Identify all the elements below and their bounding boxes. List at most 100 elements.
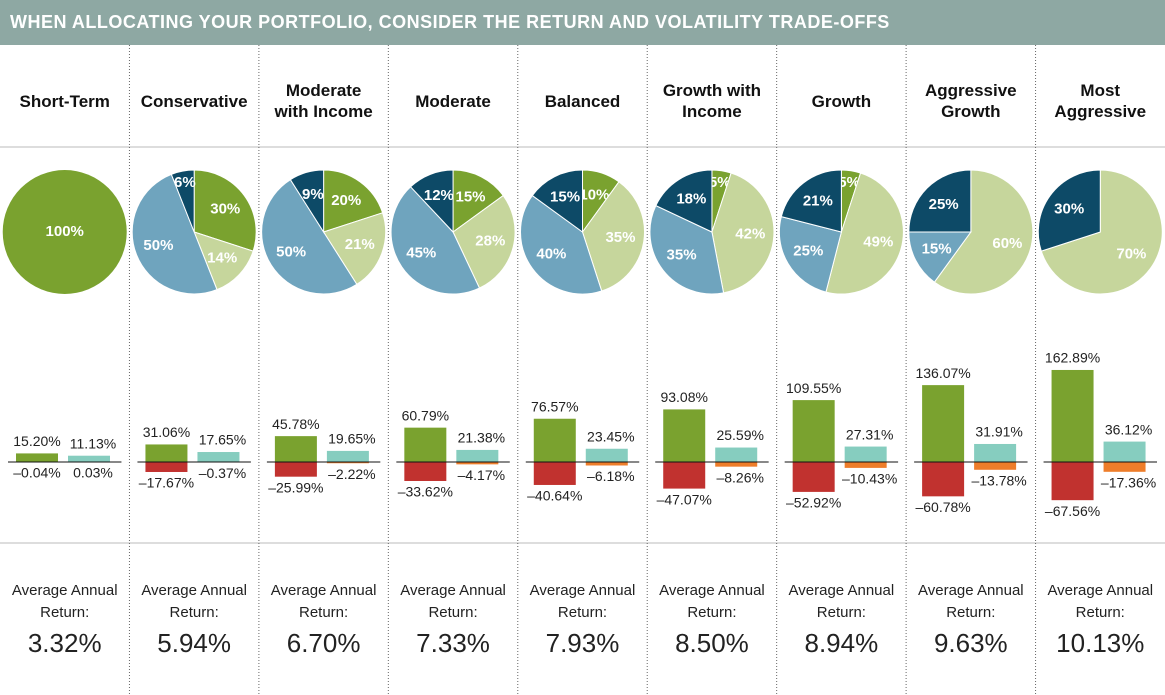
bar [844, 446, 887, 462]
bar-label: 76.57% [531, 398, 578, 414]
bar [68, 455, 110, 462]
bar-label: 0.03% [73, 465, 113, 481]
pie-label: 12% [424, 187, 454, 204]
bar-label: –6.18% [587, 468, 634, 484]
bar-label: –2.22% [328, 466, 375, 482]
bar-label: –0.37% [199, 465, 246, 481]
pie-label: 100% [46, 223, 84, 240]
bar [922, 385, 965, 462]
bar-label: –17.36% [1101, 475, 1156, 491]
bar-label: –0.04% [13, 465, 60, 481]
return-caption: Average Annual Return: [788, 582, 895, 621]
pie-slice [193, 169, 257, 252]
pie-label: 10% [579, 186, 609, 203]
pie-slice [390, 186, 481, 295]
portfolio-name: Balanced [544, 91, 621, 111]
average-return: 8.94% [804, 628, 879, 658]
pie-label: 15% [455, 189, 485, 206]
bar [585, 448, 628, 462]
return-caption: Average Annual Return: [270, 582, 377, 621]
bar [715, 447, 758, 462]
pie-slice [711, 172, 775, 294]
bar [663, 409, 706, 462]
bar [792, 400, 835, 462]
pie-slice [170, 169, 195, 233]
bar-label: 31.06% [143, 424, 190, 440]
bar-label: –17.67% [139, 475, 194, 491]
bar-label: –33.62% [398, 484, 453, 500]
portfolio-name: Short-Term [19, 91, 110, 111]
pie-label: 15% [922, 240, 952, 257]
bar-label: –52.92% [786, 495, 841, 511]
pie-slice [323, 169, 384, 233]
bar-label: 31.91% [975, 424, 1022, 440]
pie-slice [289, 169, 325, 234]
bar-label: –10.43% [842, 471, 897, 487]
bar [145, 462, 188, 472]
pie-slice [2, 170, 127, 294]
bar-label: –40.64% [527, 488, 582, 504]
bar [197, 452, 240, 462]
pie-slice [908, 231, 972, 283]
pie-label: 5% [838, 174, 860, 191]
pie-label: 20% [331, 192, 361, 209]
average-return: 8.50% [675, 628, 749, 658]
pie-slice [520, 194, 603, 295]
pie-label: 25% [793, 243, 823, 260]
bar [715, 462, 758, 467]
bar-label: 162.89% [1045, 350, 1100, 366]
bar [922, 462, 965, 497]
pie-label: 15% [550, 189, 580, 206]
pie-label: 21% [803, 193, 833, 210]
pie-label: 6% [174, 174, 196, 191]
pie-slice [531, 169, 583, 233]
pie-label: 18% [676, 191, 706, 208]
bar [533, 418, 576, 462]
average-return: 3.32% [27, 628, 102, 658]
bar [1103, 441, 1146, 462]
pie-label: 70% [1116, 246, 1146, 263]
pie-slice [322, 212, 387, 286]
return-caption: Average Annual Return: [11, 582, 118, 621]
bar [456, 462, 499, 465]
bar-label: 136.07% [915, 365, 970, 381]
bar [1051, 462, 1094, 501]
header-title: WHEN ALLOCATING YOUR PORTFOLIO, CONSIDER… [0, 0, 1165, 45]
portfolio-name: Moderate [415, 91, 491, 111]
pie-slice [452, 194, 516, 289]
pie-label: 49% [863, 234, 893, 251]
pie-label: 50% [276, 244, 306, 261]
average-return: 7.33% [416, 628, 490, 658]
average-return: 7.93% [545, 628, 620, 658]
return-caption: Average Annual Return: [918, 582, 1024, 621]
bar [404, 427, 447, 462]
bar [456, 449, 499, 462]
pie-label: 45% [406, 245, 436, 262]
return-caption: Average Annual Return: [1047, 582, 1154, 621]
portfolio-name: Aggressive Growth [924, 81, 1017, 121]
bar-label: 23.45% [587, 428, 634, 444]
bar [326, 450, 369, 462]
bar-label: –13.78% [971, 472, 1026, 488]
bar-label: 27.31% [846, 426, 893, 442]
bar-label: –25.99% [268, 479, 323, 495]
pie-slice [908, 169, 972, 233]
bar-label: 109.55% [786, 380, 841, 396]
bar-label: 36.12% [1105, 421, 1152, 437]
bar [533, 462, 576, 485]
bar-label: –4.17% [458, 467, 505, 483]
pie-label: 5% [709, 174, 731, 191]
average-return: 10.13% [1056, 628, 1145, 658]
pie-slice [193, 231, 254, 291]
return-caption: Average Annual Return: [141, 582, 247, 621]
pie-slice [1040, 169, 1163, 295]
average-return: 5.94% [157, 628, 232, 658]
bar-label: 17.65% [199, 432, 246, 448]
pie-slice [131, 173, 218, 295]
portfolio-name: Moderate with Income [274, 81, 373, 121]
bar [663, 462, 706, 489]
pie-slice [933, 169, 1034, 295]
bar-label: 45.78% [272, 416, 319, 432]
bar [274, 462, 317, 477]
